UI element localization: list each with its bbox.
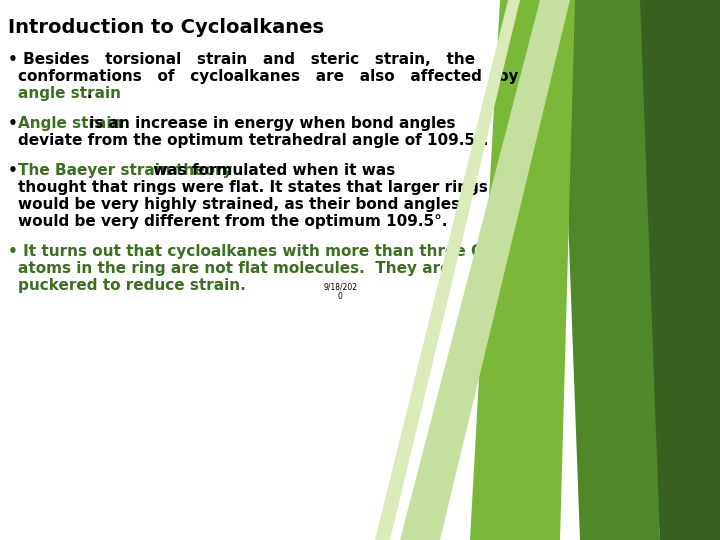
Polygon shape bbox=[470, 0, 575, 540]
Polygon shape bbox=[375, 0, 520, 540]
Text: •: • bbox=[8, 163, 23, 178]
Polygon shape bbox=[625, 0, 720, 540]
Text: .: . bbox=[87, 86, 93, 101]
Text: thought that rings were flat. It states that larger rings: thought that rings were flat. It states … bbox=[18, 180, 488, 195]
Text: is an increase in energy when bond angles: is an increase in energy when bond angle… bbox=[84, 116, 456, 131]
Text: puckered to reduce strain.: puckered to reduce strain. bbox=[18, 278, 246, 293]
Text: 9/18/202
0: 9/18/202 0 bbox=[323, 282, 357, 301]
Text: atoms in the ring are not flat molecules.  They are: atoms in the ring are not flat molecules… bbox=[18, 261, 451, 276]
Polygon shape bbox=[400, 0, 570, 540]
Text: angle strain: angle strain bbox=[18, 86, 121, 101]
Text: The Baeyer strain theory: The Baeyer strain theory bbox=[18, 163, 233, 178]
Text: would be very highly strained, as their bond angles: would be very highly strained, as their … bbox=[18, 197, 460, 212]
Text: conformations   of   cycloalkanes   are   also   affected   by: conformations of cycloalkanes are also a… bbox=[18, 69, 518, 84]
Text: was formulated when it was: was formulated when it was bbox=[148, 163, 395, 178]
Text: would be very different from the optimum 109.5°.: would be very different from the optimum… bbox=[18, 214, 448, 229]
Text: Angle strain: Angle strain bbox=[18, 116, 122, 131]
Text: •: • bbox=[8, 116, 23, 131]
Text: • Besides   torsional   strain   and   steric   strain,   the: • Besides torsional strain and steric st… bbox=[8, 52, 475, 67]
Text: Introduction to Cycloalkanes: Introduction to Cycloalkanes bbox=[8, 18, 324, 37]
Polygon shape bbox=[560, 0, 660, 540]
Text: • It turns out that cycloalkanes with more than three C: • It turns out that cycloalkanes with mo… bbox=[8, 244, 482, 259]
Text: deviate from the optimum tetrahedral angle of 109.5°.: deviate from the optimum tetrahedral ang… bbox=[18, 133, 488, 148]
